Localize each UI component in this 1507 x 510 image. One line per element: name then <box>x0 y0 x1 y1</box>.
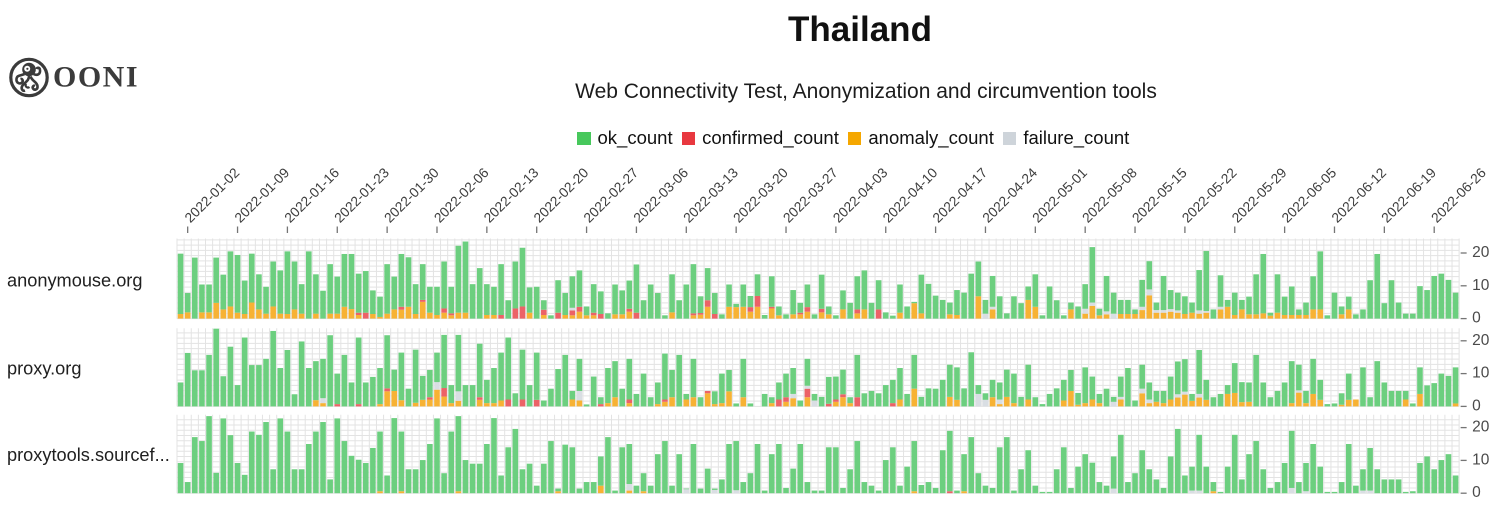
svg-text:10: 10 <box>1472 365 1490 382</box>
svg-text:0: 0 <box>1472 310 1481 327</box>
svg-text:10: 10 <box>1472 277 1490 294</box>
svg-text:proxy.org: proxy.org <box>7 359 81 379</box>
svg-text:0: 0 <box>1472 484 1481 501</box>
svg-text:anonymouse.org: anonymouse.org <box>7 271 142 291</box>
svg-text:20: 20 <box>1472 419 1490 436</box>
svg-text:10: 10 <box>1472 451 1490 468</box>
svg-text:OONI: OONI <box>53 60 139 93</box>
svg-text:20: 20 <box>1472 244 1490 261</box>
svg-text:2022-06-26: 2022-06-26 <box>1428 165 1489 226</box>
svg-text:0: 0 <box>1472 397 1481 414</box>
svg-text:proxytools.sourcef...: proxytools.sourcef... <box>7 445 170 465</box>
svg-text:20: 20 <box>1472 332 1490 349</box>
